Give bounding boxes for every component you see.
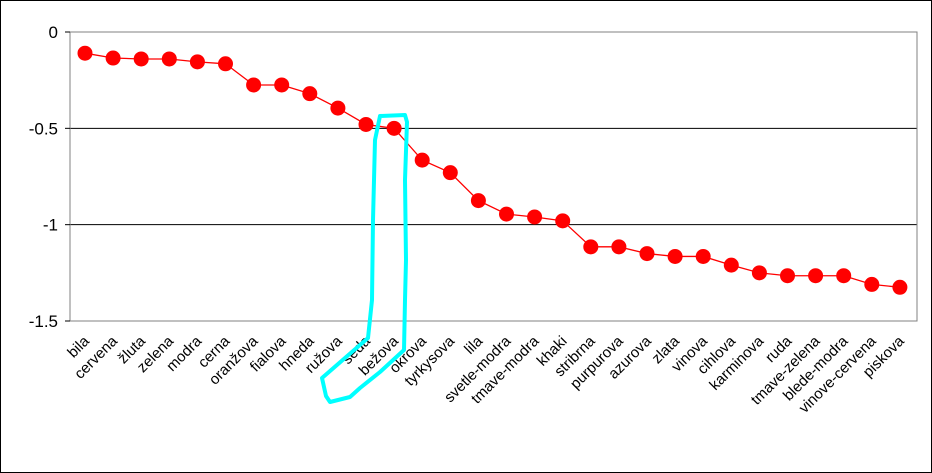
data-point [723, 257, 739, 273]
data-point [274, 77, 290, 93]
data-point [499, 206, 514, 222]
y-tick-label: -1.5 [29, 312, 58, 331]
data-point [218, 56, 233, 72]
data-point [358, 116, 374, 132]
plot-area-border [69, 31, 918, 322]
data-point [639, 246, 655, 262]
data-point [611, 239, 627, 255]
data-point [667, 248, 683, 264]
data-point [780, 268, 795, 284]
data-point [751, 265, 767, 281]
data-point [836, 268, 852, 284]
gridlines [70, 127, 917, 226]
data-point [77, 45, 93, 61]
data-point [808, 268, 824, 284]
series-points [77, 45, 908, 295]
highlight-annotation [320, 113, 409, 404]
data-point [864, 276, 880, 292]
data-point [302, 86, 318, 102]
data-point [189, 54, 205, 70]
data-point [555, 213, 571, 229]
data-point [527, 209, 543, 225]
x-axis: bilacervenažlutazelenamodracernaoranžova… [64, 332, 908, 416]
y-tick-label: 0 [49, 23, 58, 42]
data-point [246, 77, 262, 93]
data-point [330, 100, 346, 116]
data-point [470, 193, 486, 209]
data-point [386, 120, 402, 136]
data-point [105, 50, 121, 66]
data-point [133, 51, 149, 67]
y-axis: 0 -0.5 -1 -1.5 [29, 23, 70, 331]
data-point [892, 279, 908, 295]
y-tick-label: -1 [43, 216, 58, 235]
data-point [695, 248, 711, 264]
data-point [442, 165, 458, 181]
series-polyline [84, 52, 900, 288]
y-tick-label: -0.5 [29, 119, 58, 138]
data-point [583, 239, 599, 255]
data-point [414, 152, 430, 168]
series-line [84, 52, 900, 288]
data-point [161, 51, 177, 67]
